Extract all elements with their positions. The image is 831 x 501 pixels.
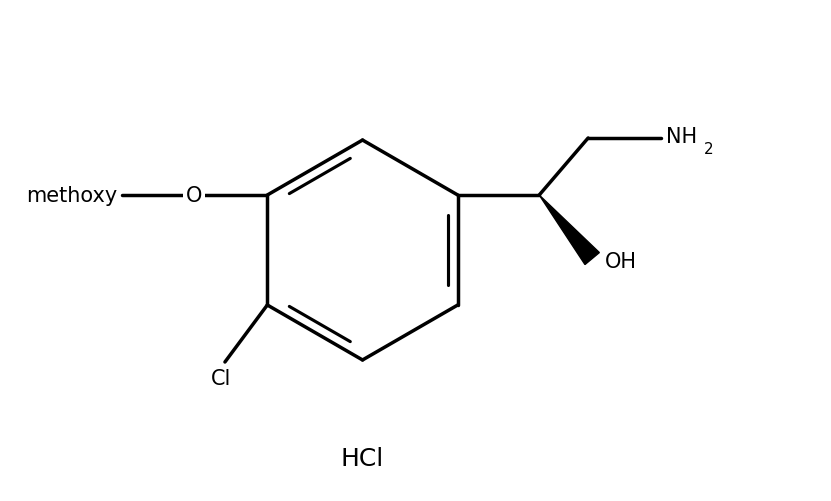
Text: Cl: Cl: [211, 369, 231, 388]
Text: methoxy: methoxy: [27, 186, 117, 205]
Text: O: O: [186, 186, 202, 205]
Text: HCl: HCl: [341, 446, 384, 470]
Polygon shape: [539, 195, 599, 265]
Text: NH: NH: [666, 126, 697, 146]
Text: 2: 2: [704, 142, 713, 157]
Text: OH: OH: [604, 252, 637, 272]
